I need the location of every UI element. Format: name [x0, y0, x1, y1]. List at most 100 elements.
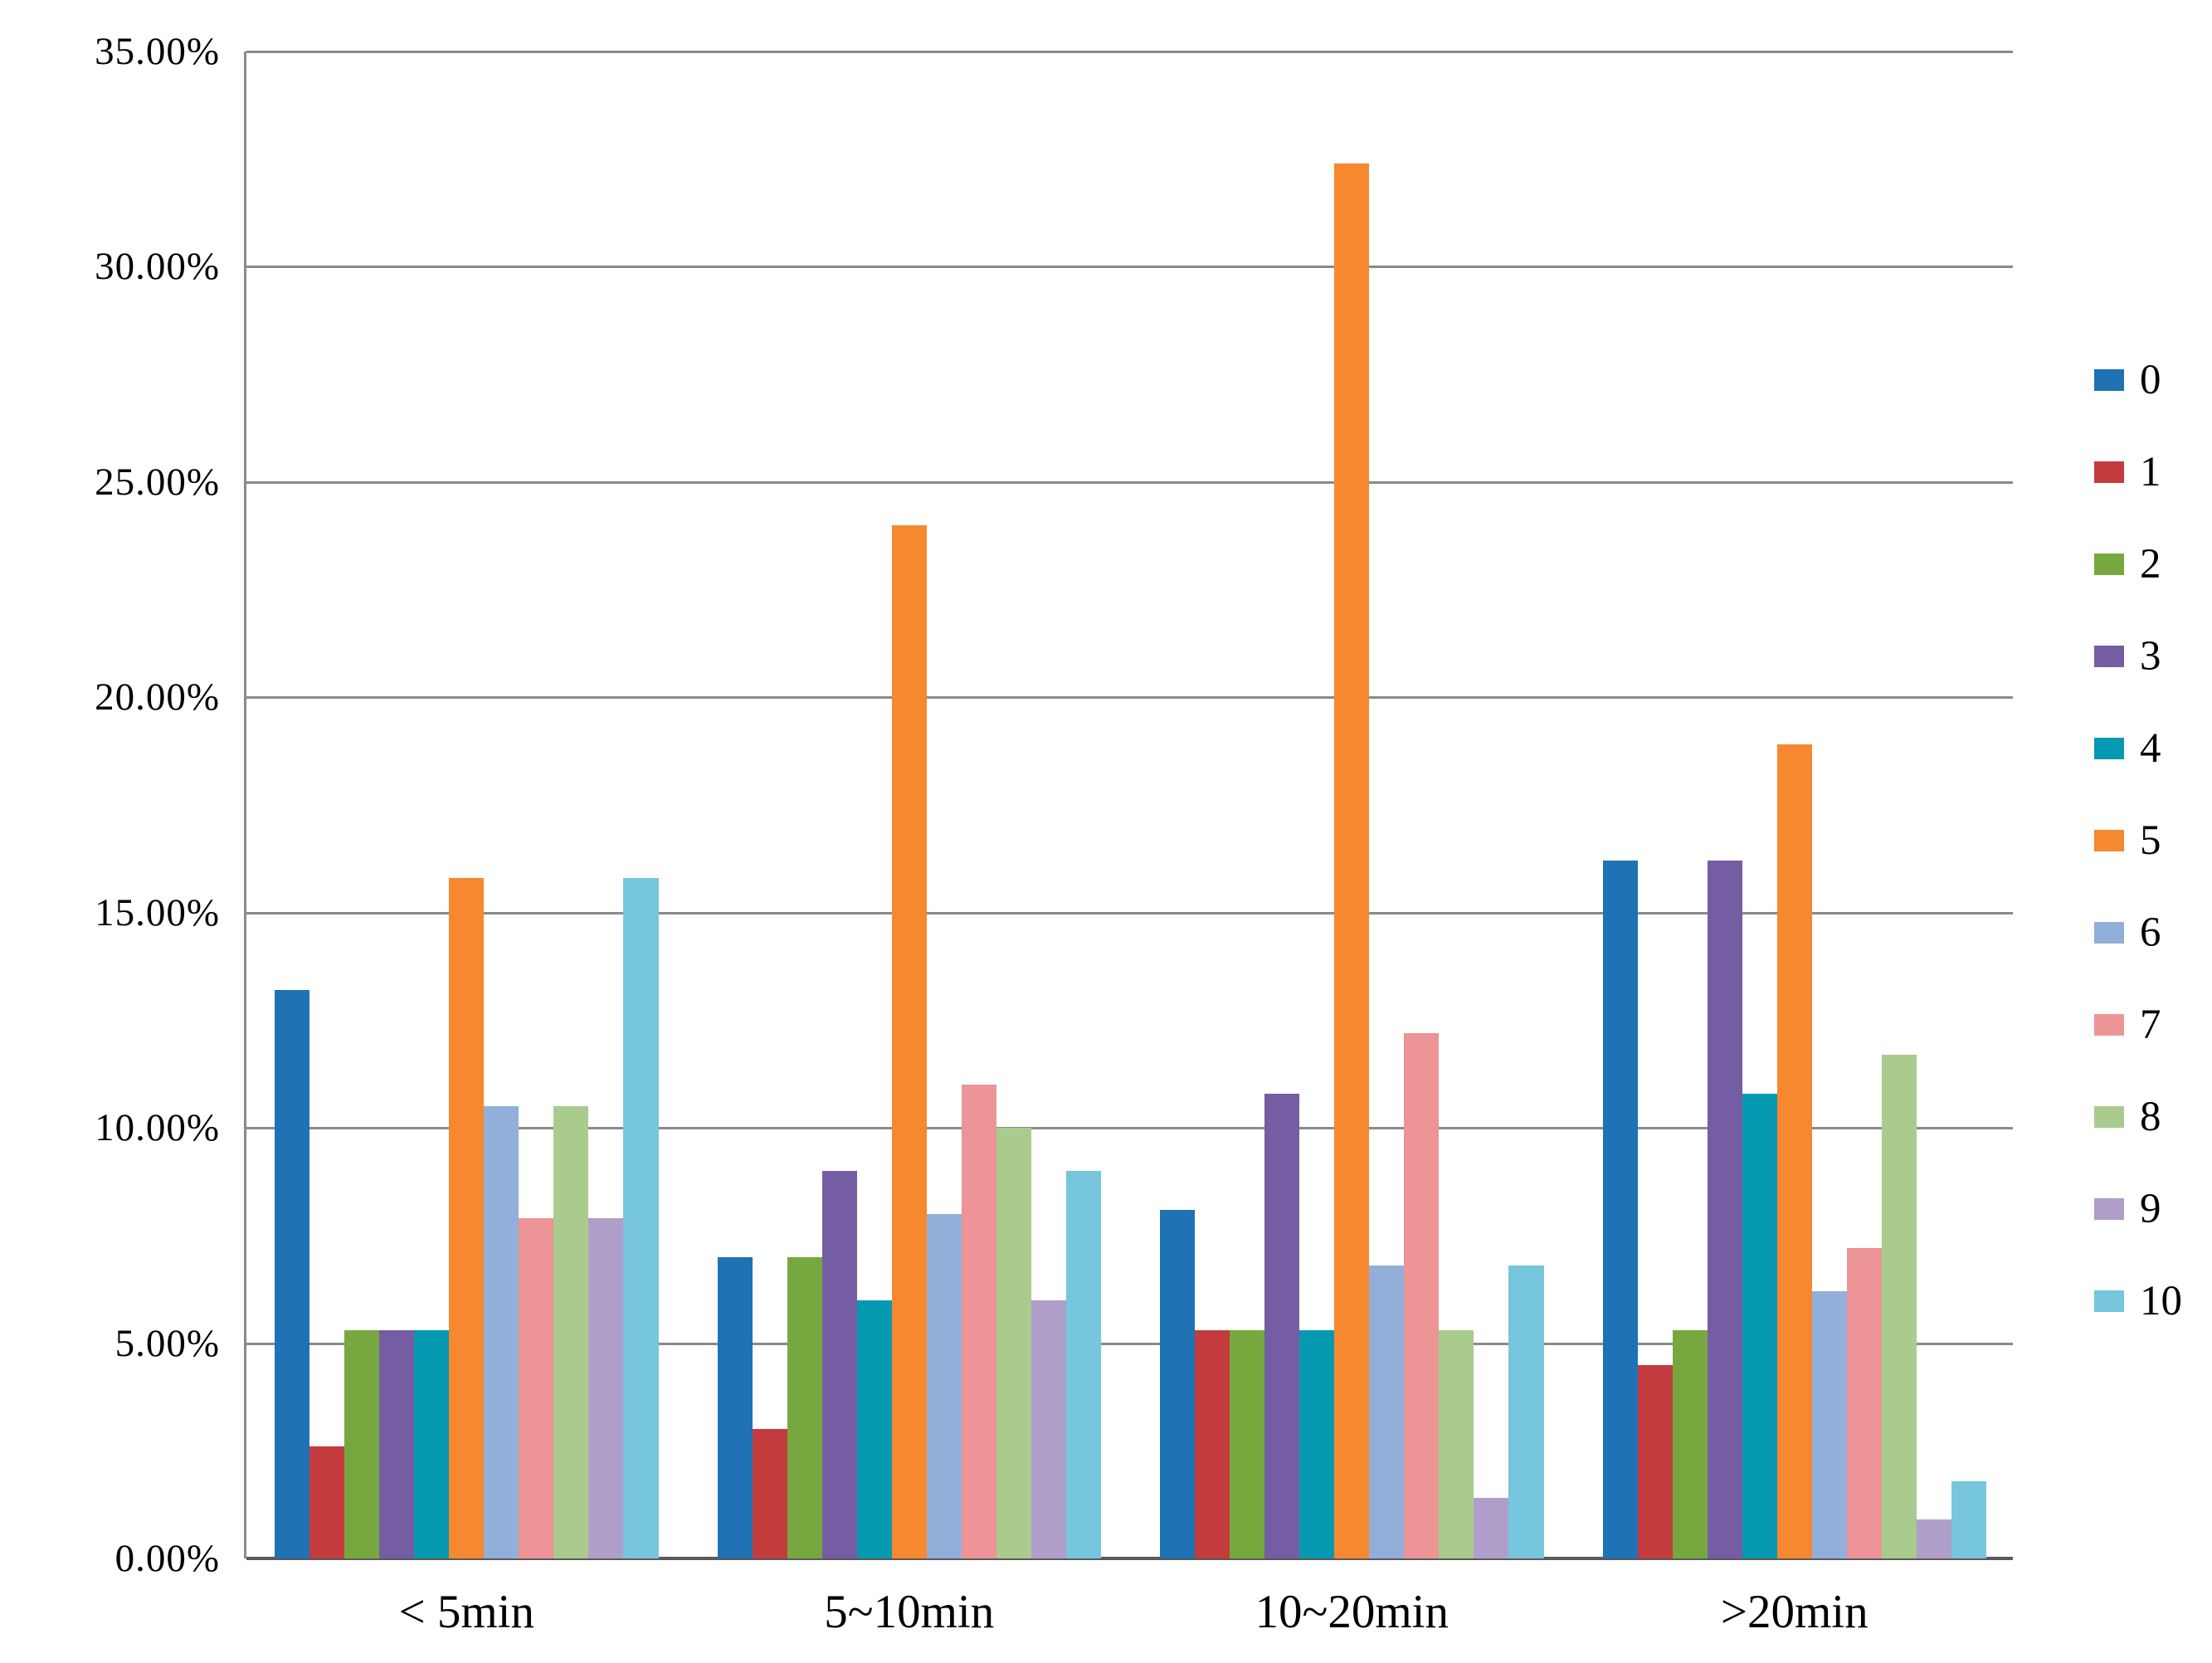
bar-series-2	[1672, 1330, 1708, 1558]
legend-item: 3	[2094, 635, 2182, 678]
legend-label: 1	[2140, 449, 2161, 495]
bar-group	[275, 51, 659, 1558]
legend-swatch	[2094, 922, 2124, 944]
bar-series-1	[1637, 1364, 1673, 1558]
bar-series-3	[379, 1330, 415, 1558]
bar-series-4	[856, 1300, 892, 1558]
bar-series-9	[1474, 1498, 1509, 1558]
x-axis-line	[246, 1557, 2013, 1560]
gridline	[246, 1342, 2013, 1345]
legend-item: 0	[2094, 358, 2182, 402]
legend-swatch	[2094, 554, 2124, 575]
legend-label: 6	[2140, 910, 2161, 956]
legend-item: 7	[2094, 1003, 2182, 1046]
y-axis-tick-label: 10.00%	[95, 1106, 220, 1150]
bar-series-2	[1230, 1330, 1265, 1558]
bar-series-4	[1742, 1093, 1777, 1558]
bar-group	[1160, 51, 1544, 1558]
y-axis-line	[244, 51, 246, 1558]
y-axis-tick-label: 20.00%	[95, 675, 220, 719]
legend-item: 6	[2094, 911, 2182, 954]
bar-series-10	[623, 878, 659, 1558]
x-axis-category-label: 10~20min	[1255, 1586, 1449, 1638]
bar-series-5	[449, 878, 485, 1558]
gridline	[246, 696, 2013, 700]
bar-series-7	[519, 1218, 554, 1558]
y-axis-tick-label: 15.00%	[95, 890, 220, 934]
y-axis-tick-label: 35.00%	[95, 30, 220, 73]
bar-series-0	[717, 1256, 753, 1558]
x-axis-category-label: < 5min	[398, 1586, 535, 1638]
gridline	[246, 51, 2013, 53]
y-axis-tick-label: 25.00%	[95, 460, 220, 504]
bar-series-10	[1951, 1480, 1987, 1558]
bar-series-0	[1602, 861, 1638, 1558]
bar-series-7	[1846, 1248, 1882, 1558]
legend-label: 3	[2140, 633, 2161, 680]
legend-item: 9	[2094, 1188, 2182, 1231]
legend-swatch	[2094, 1290, 2124, 1312]
legend-label: 0	[2140, 357, 2161, 403]
legend-swatch	[2094, 646, 2124, 667]
bar-series-8	[1439, 1330, 1474, 1558]
legend-swatch	[2094, 1014, 2124, 1036]
gridline	[246, 266, 2013, 269]
bar-series-3	[821, 1171, 857, 1558]
bar-groups	[246, 51, 2013, 1558]
plot-area	[244, 51, 2013, 1560]
legend: 0 1 2 3 4 5 6 7 8 9 10	[2094, 358, 2182, 1323]
y-axis-tick-label: 5.00%	[114, 1321, 220, 1365]
x-axis-category-label: 5~10min	[824, 1586, 995, 1638]
gridline	[246, 480, 2013, 484]
legend-item: 1	[2094, 451, 2182, 494]
legend-label: 7	[2140, 1002, 2161, 1048]
bar-series-0	[1160, 1209, 1196, 1558]
legend-swatch	[2094, 1106, 2124, 1128]
legend-swatch	[2094, 369, 2124, 391]
legend-label: 5	[2140, 817, 2161, 864]
legend-item: 4	[2094, 727, 2182, 770]
bar-series-1	[752, 1429, 787, 1558]
bar-series-5	[891, 524, 927, 1558]
bar-series-3	[1264, 1093, 1300, 1558]
bar-series-8	[996, 1128, 1031, 1558]
bar-series-7	[1404, 1033, 1440, 1558]
legend-swatch	[2094, 461, 2124, 483]
bar-series-7	[961, 1085, 996, 1558]
gridline	[246, 1127, 2013, 1130]
y-axis-tick-label: 0.00%	[114, 1537, 220, 1580]
bar-series-9	[1916, 1519, 1951, 1558]
bar-group	[1602, 51, 1987, 1558]
y-axis-tick-label: 30.00%	[95, 245, 220, 289]
bar-series-10	[1508, 1266, 1544, 1558]
bar-series-4	[414, 1330, 450, 1558]
bar-series-10	[1065, 1171, 1102, 1558]
bar-series-6	[926, 1213, 962, 1558]
bar-series-1	[1195, 1330, 1230, 1558]
bar-series-9	[1030, 1300, 1066, 1558]
bar-series-1	[309, 1446, 345, 1558]
legend-item: 8	[2094, 1095, 2182, 1139]
gridline	[246, 911, 2013, 914]
bar-series-6	[1811, 1291, 1847, 1558]
bar-series-3	[1707, 861, 1742, 1558]
legend-label: 10	[2140, 1278, 2182, 1324]
legend-label: 2	[2140, 541, 2161, 588]
bar-series-4	[1299, 1330, 1335, 1558]
bar-group	[717, 51, 1102, 1558]
bar-series-6	[484, 1106, 519, 1558]
bar-series-6	[1369, 1266, 1405, 1558]
legend-swatch	[2094, 738, 2124, 759]
bar-series-5	[1776, 744, 1812, 1558]
legend-item: 10	[2094, 1280, 2182, 1323]
bar-series-9	[588, 1218, 624, 1558]
bar-series-2	[787, 1256, 822, 1558]
bar-series-8	[1881, 1054, 1917, 1558]
bar-series-5	[1334, 163, 1370, 1558]
legend-swatch	[2094, 1198, 2124, 1220]
legend-label: 8	[2140, 1094, 2161, 1140]
bar-series-8	[553, 1106, 589, 1558]
bar-series-2	[344, 1330, 380, 1558]
legend-label: 9	[2140, 1186, 2161, 1232]
